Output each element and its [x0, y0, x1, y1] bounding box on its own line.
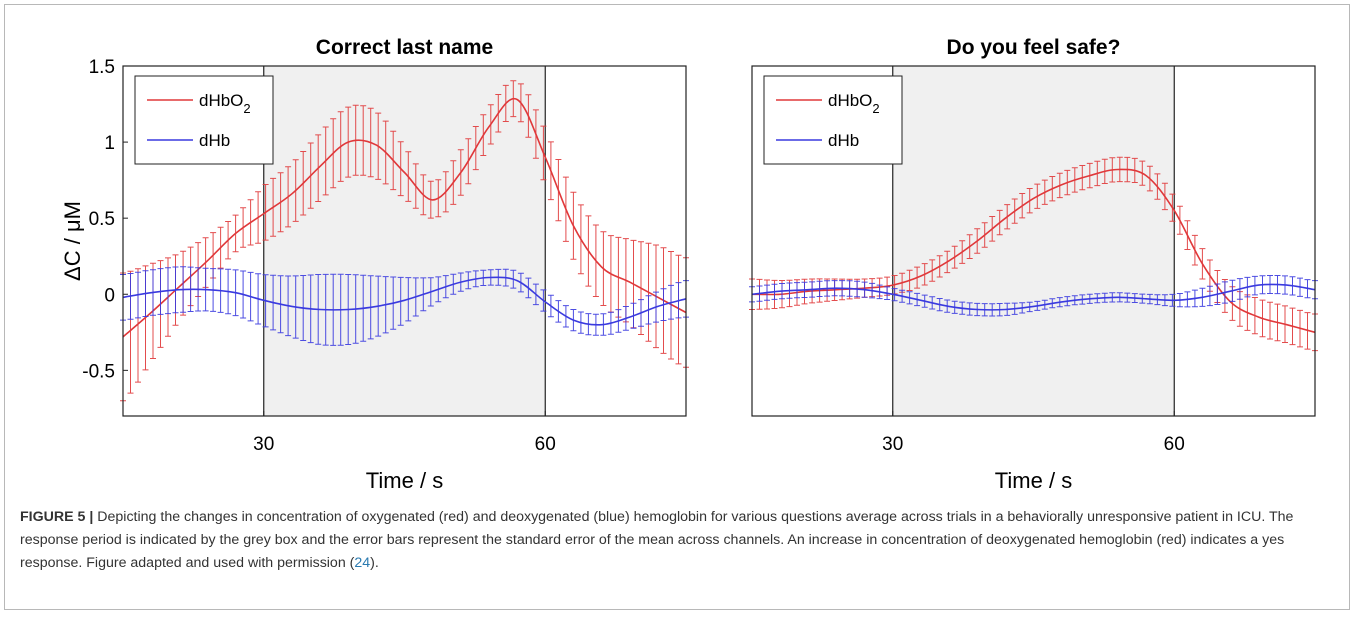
y-axis-label: ΔC / μM [60, 201, 85, 281]
x-tick-label: 60 [535, 434, 556, 455]
legend-label-dHb: dHb [828, 131, 859, 150]
x-axis-label: Time / s [366, 468, 443, 493]
legend-box [763, 75, 903, 165]
y-tick-label: -0.5 [82, 361, 115, 382]
response-period-shading [263, 66, 546, 416]
y-tick-label: 0.5 [89, 209, 115, 230]
y-tick-label: 1 [104, 133, 115, 154]
chart-panel-1: 30 60 -0.5 0 0.5 1 1.5 Correct last name Time / … [60, 36, 689, 493]
chart-title: Do you feel safe? [947, 36, 1121, 59]
axes-box [751, 65, 1316, 417]
figure-caption: FIGURE 5 | Depicting the changes in conc… [20, 506, 1330, 575]
x-tick-label: 30 [253, 434, 274, 455]
axes-box [122, 65, 687, 417]
series-dHb [120, 266, 689, 346]
response-period-shading [892, 66, 1175, 416]
chart-title: Correct last name [316, 36, 493, 59]
legend-label-dHb: dHb [199, 131, 230, 150]
x-tick-label: 60 [1164, 434, 1185, 455]
x-axis-label: Time / s [995, 468, 1072, 493]
series-line-dHb [122, 276, 687, 326]
figure-plots: 30 60 -0.5 0 0.5 1 1.5 Correct last name Time / … [60, 36, 1318, 493]
caption-end: ). [370, 555, 379, 571]
legend-box [134, 75, 274, 165]
caption-reference-link[interactable]: 24 [354, 555, 371, 571]
series-dHb [749, 275, 1318, 317]
series-line-dHb [751, 283, 1316, 311]
x-tick-label: 30 [882, 434, 903, 455]
series-line-dHbO2 [122, 97, 687, 338]
legend-subscript: 2 [243, 101, 250, 116]
y-tick-label: 1.5 [89, 57, 115, 78]
caption-lead: FIGURE 5 | [20, 509, 94, 525]
caption-text: Depicting the changes in concentration o… [20, 509, 1294, 571]
figure-frame [4, 4, 1350, 610]
y-tick-label: 0 [104, 285, 115, 306]
legend-subscript: 2 [872, 101, 879, 116]
